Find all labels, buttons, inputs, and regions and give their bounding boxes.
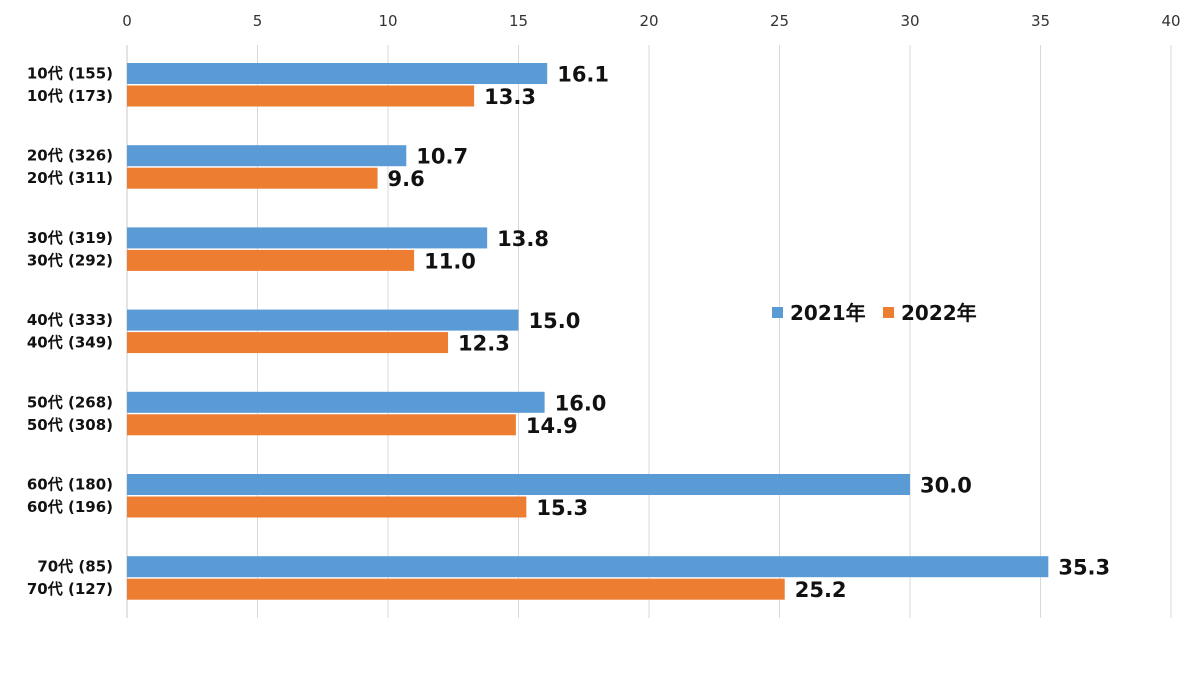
category-label: 30代 (319) <box>27 229 113 247</box>
x-tick-label: 20 <box>639 12 658 30</box>
category-labels: 10代 (155) 10代 (173) 20代 (326) 20代 (311) 30代 … <box>27 65 113 599</box>
category-label: 10代 (155) <box>27 65 113 83</box>
legend-swatch-2021 <box>772 307 783 318</box>
data-label: 25.2 <box>795 578 847 602</box>
x-tick-label: 15 <box>509 12 528 30</box>
legend-swatch-2022 <box>883 307 894 318</box>
bar-2021 <box>127 474 910 495</box>
legend-label-2022: 2022年 <box>901 301 977 325</box>
bar-2022 <box>127 167 378 189</box>
bar-2022 <box>127 332 449 354</box>
x-tick-label: 35 <box>1031 12 1050 30</box>
bar-2022 <box>127 496 527 518</box>
data-label: 35.3 <box>1058 556 1110 580</box>
category-label: 40代 (333) <box>27 311 113 329</box>
x-tick-label: 40 <box>1161 12 1180 30</box>
bars <box>127 63 1049 600</box>
gridlines <box>126 45 1172 618</box>
data-label: 9.6 <box>388 167 425 191</box>
category-label: 30代 (292) <box>27 251 113 269</box>
data-label: 15.3 <box>536 496 588 520</box>
data-label: 12.3 <box>458 332 510 356</box>
data-label: 11.0 <box>424 249 476 273</box>
data-label: 14.9 <box>526 414 578 438</box>
data-label: 15.0 <box>529 309 581 333</box>
bar-2022 <box>127 414 516 436</box>
category-label: 70代 (127) <box>27 580 113 598</box>
category-label: 20代 (311) <box>27 169 113 187</box>
legend: 2021年 2022年 <box>772 301 977 325</box>
category-label: 60代 (196) <box>27 498 113 516</box>
x-tick-label: 5 <box>253 12 263 30</box>
bar-2022 <box>127 578 785 600</box>
x-tick-label: 25 <box>770 12 789 30</box>
bar-2022 <box>127 85 475 107</box>
category-label: 70代 (85) <box>37 558 113 576</box>
bar-2021 <box>127 63 548 84</box>
data-label: 13.8 <box>497 227 549 251</box>
data-label: 30.0 <box>920 474 972 498</box>
category-label: 20代 (326) <box>27 147 113 165</box>
x-tick-label: 0 <box>122 12 132 30</box>
category-label: 60代 (180) <box>27 476 113 494</box>
bar-2021 <box>127 145 407 167</box>
value-labels: 16.1 13.3 10.79.6 13.8 11.0 15.0 12.3 16.014.9 3… <box>388 63 1111 603</box>
category-label: 50代 (308) <box>27 416 113 434</box>
category-label: 40代 (349) <box>27 334 113 352</box>
bar-2021 <box>127 227 488 249</box>
data-label: 10.7 <box>416 145 468 169</box>
bar-2022 <box>127 249 415 271</box>
data-label: 13.3 <box>484 85 536 109</box>
legend-label-2021: 2021年 <box>790 301 866 325</box>
bar-2021 <box>127 391 545 413</box>
x-tick-label: 30 <box>900 12 919 30</box>
bar-2021 <box>127 309 519 331</box>
data-label: 16.0 <box>555 391 607 415</box>
category-label: 50代 (268) <box>27 393 113 411</box>
x-axis-ticks: 0 5 10 15 20 25 30 35 40 <box>122 12 1180 30</box>
category-label: 10代 (173) <box>27 87 113 105</box>
bar-2021 <box>127 556 1049 578</box>
x-tick-label: 10 <box>378 12 397 30</box>
data-label: 16.1 <box>557 63 609 87</box>
